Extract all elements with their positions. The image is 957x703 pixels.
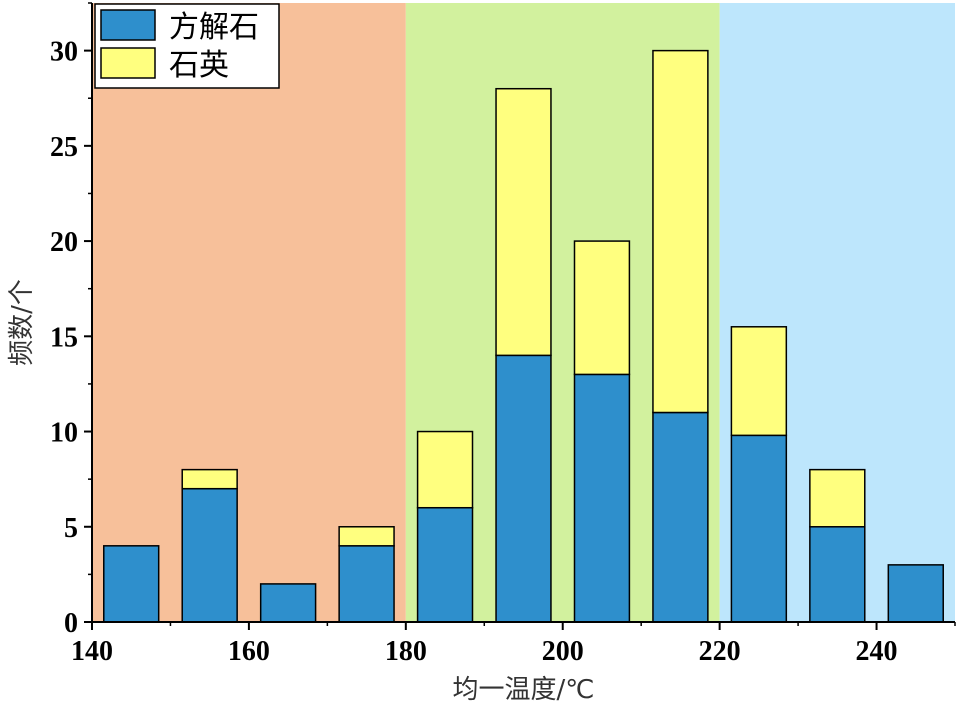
bar-calcite-200: [573, 373, 631, 623]
bar-calcite-190: [495, 354, 552, 623]
bar-calcite-180: [416, 506, 474, 623]
axes: 0 5 10 15 20 25 30 140 160 180 200 220 240: [50, 2, 956, 667]
bar-calcite-140: [103, 545, 160, 623]
legend-swatch-1: [100, 47, 156, 79]
bar-calcite-230: [809, 526, 866, 623]
bar-calcite-220: [730, 434, 788, 623]
bars: [103, 49, 944, 623]
y-tick-label-25: 25: [50, 132, 78, 163]
bar-calcite-210: [652, 411, 709, 623]
legend-label-0: 方解石: [169, 10, 259, 45]
bar-calcite-160: [259, 583, 317, 623]
y-tick-label-10: 10: [50, 418, 78, 449]
legend-swatch-0: [100, 9, 156, 41]
y-axis-title: 频数/个: [7, 279, 37, 366]
x-tick-label-220: 220: [699, 636, 741, 667]
legend-label-1: 石英: [169, 48, 229, 83]
y-tick-label-0: 0: [64, 608, 78, 639]
bar-quartz-200: [573, 240, 631, 376]
bar-quartz-220: [730, 326, 788, 437]
background-zone-0: [92, 3, 406, 622]
y-tick-label-5: 5: [64, 513, 78, 544]
bar-quartz-210: [652, 49, 709, 414]
bar-calcite-170: [338, 545, 395, 623]
bar-quartz-190: [495, 87, 552, 357]
bar-calcite-150: [181, 487, 238, 623]
bar-quartz-170: [338, 526, 395, 547]
bar-calcite-240: [887, 564, 944, 623]
y-tick-label-20: 20: [50, 227, 78, 258]
x-tick-label-140: 140: [71, 636, 113, 667]
x-tick-label-240: 240: [856, 636, 898, 667]
x-axis-title: 均一温度/℃: [453, 675, 595, 703]
y-tick-label-15: 15: [50, 322, 78, 353]
bar-quartz-230: [809, 468, 866, 528]
bar-quartz-150: [181, 468, 238, 490]
x-tick-label-160: 160: [228, 636, 270, 667]
y-tick-label-30: 30: [50, 37, 78, 68]
x-tick-label-180: 180: [385, 636, 427, 667]
x-tick-label-200: 200: [542, 636, 584, 667]
bar-quartz-180: [416, 430, 474, 509]
